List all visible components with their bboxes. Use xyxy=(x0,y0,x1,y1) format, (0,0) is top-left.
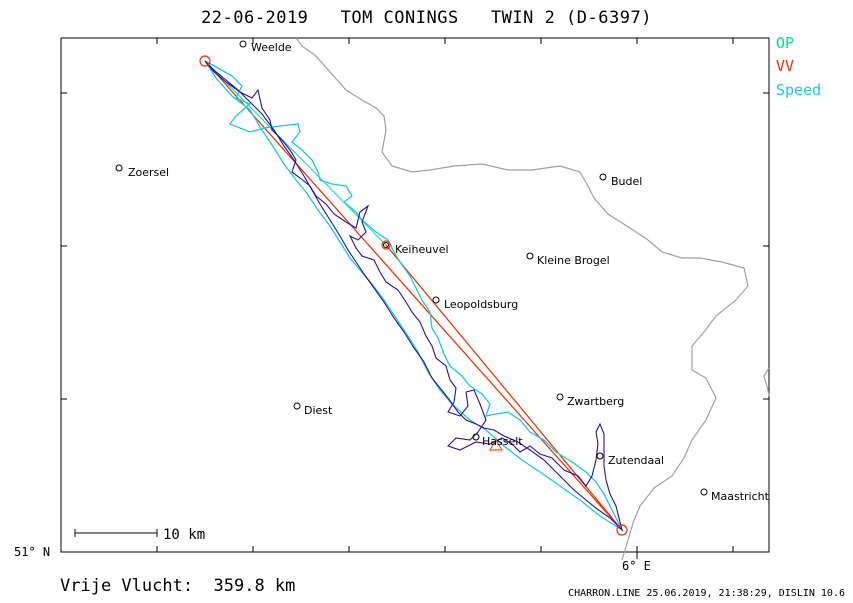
distance-summary: Vrije Vlucht: 359.8 km xyxy=(60,576,296,596)
town-kleine-brogel: Kleine Brogel xyxy=(537,254,610,267)
town-maastricht: Maastricht xyxy=(711,490,770,503)
latitude-label: 51° N xyxy=(14,545,50,559)
flight-track xyxy=(204,60,624,532)
town-marker xyxy=(526,252,534,260)
lat-ticks xyxy=(61,92,769,553)
town-marker xyxy=(700,488,708,496)
town-zutendaal: Zutendaal xyxy=(608,454,664,467)
town-marker xyxy=(472,433,480,441)
town-labels: Weelde Zoersel Budel Keiheuvel Kleine Br… xyxy=(115,40,770,503)
town-marker xyxy=(239,40,247,48)
credit-line: CHARRON.LINE 25.06.2019, 21:38:29, DISLI… xyxy=(568,588,845,599)
legend-speed: Speed xyxy=(776,81,822,99)
vv-course-line xyxy=(204,60,623,531)
town-hasselt: Hasselt xyxy=(482,435,523,448)
town-marker xyxy=(115,164,123,172)
town-marker xyxy=(556,393,564,401)
border-east xyxy=(763,367,770,397)
town-zwartberg: Zwartberg xyxy=(567,395,624,408)
town-keiheuvel: Keiheuvel xyxy=(395,243,449,256)
finish-turnpoint xyxy=(616,524,628,536)
town-marker xyxy=(293,402,301,410)
town-weelde: Weelde xyxy=(251,41,292,54)
town-zoersel: Zoersel xyxy=(128,166,169,179)
town-marker xyxy=(596,452,604,460)
scale-bar-label: 10 km xyxy=(163,527,205,543)
town-marker xyxy=(383,242,389,248)
scale-bar: 10 km xyxy=(74,527,205,543)
longitude-label: 6° E xyxy=(622,559,651,573)
hasselt-marker xyxy=(489,439,503,451)
country-border xyxy=(295,37,749,561)
town-marker xyxy=(599,173,607,181)
start-turnpoint xyxy=(199,55,211,67)
legend-vv: VV xyxy=(776,57,795,75)
town-leopoldsburg: Leopoldsburg xyxy=(444,298,518,311)
map-title: 22-06-2019 TOM CONINGS TWIN 2 (D-6397) xyxy=(201,8,652,28)
map-frame xyxy=(60,37,770,553)
town-budel: Budel xyxy=(611,175,642,188)
town-diest: Diest xyxy=(304,404,333,417)
keiheuvel-turnpoint xyxy=(381,240,391,250)
legend-op: OP xyxy=(776,34,795,52)
town-marker xyxy=(432,296,440,304)
lon-ticks xyxy=(156,38,734,559)
